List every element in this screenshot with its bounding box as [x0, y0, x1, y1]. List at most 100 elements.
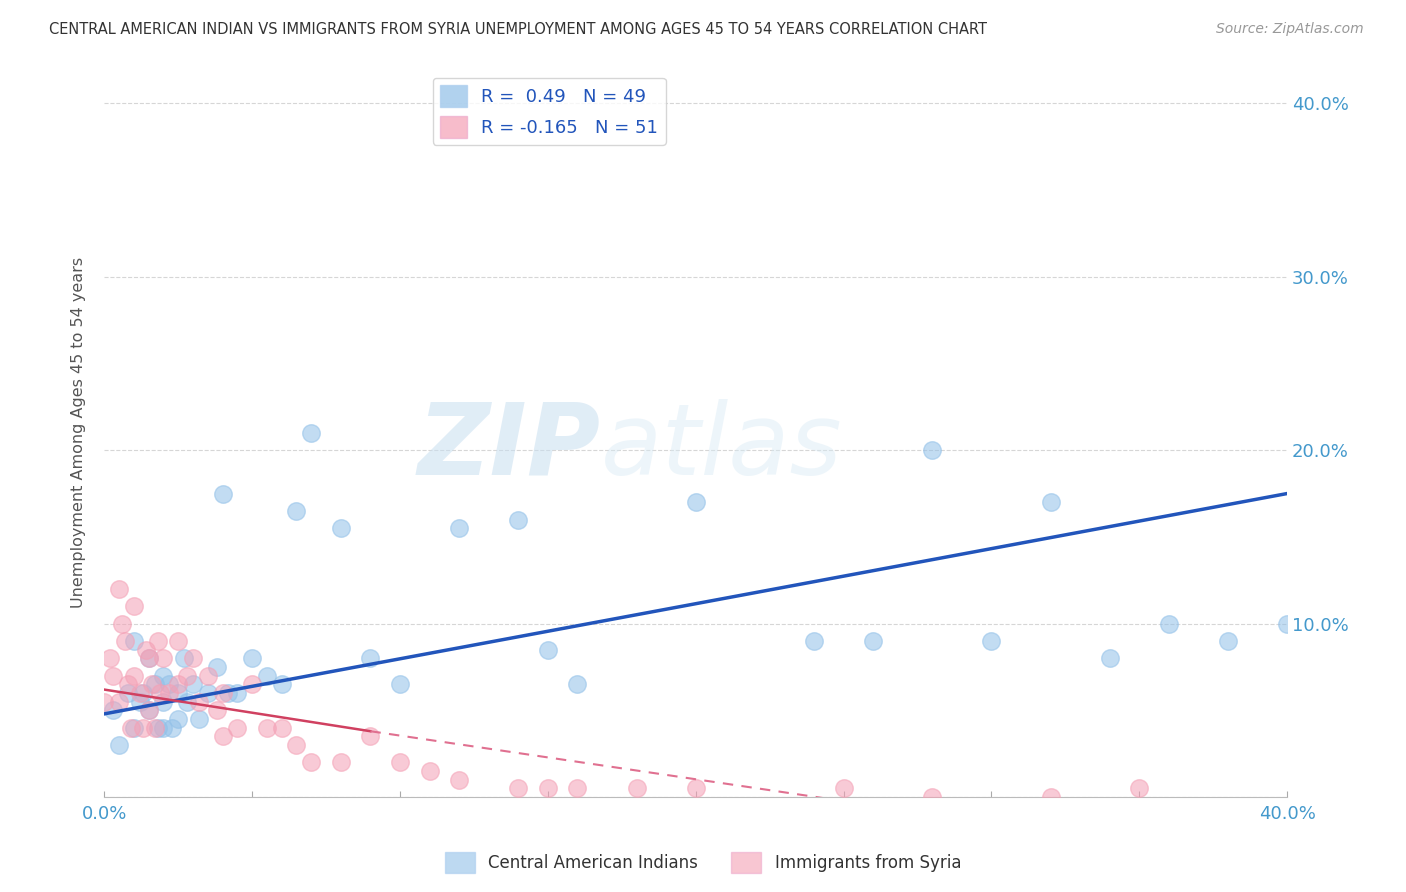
Point [299, 425, 322, 440]
Point [122, 721, 145, 735]
Point [211, 486, 233, 500]
Point [240, 651, 263, 665]
Point [138, 703, 160, 717]
Point [143, 721, 166, 735]
Point [256, 669, 278, 683]
Point [101, 703, 124, 717]
Point [685, 495, 707, 509]
Point [187, 695, 209, 709]
Point [359, 730, 381, 744]
Legend: R =  0.49   N = 49, R = -0.165   N = 51: R = 0.49 N = 49, R = -0.165 N = 51 [433, 78, 665, 145]
Point [157, 686, 180, 700]
Point [270, 677, 292, 691]
Point [152, 651, 174, 665]
Point [167, 712, 190, 726]
Point [108, 582, 131, 596]
Point [1039, 790, 1062, 805]
Point [132, 686, 155, 700]
Y-axis label: Unemployment Among Ages 45 to 54 years: Unemployment Among Ages 45 to 54 years [72, 257, 86, 608]
Point [270, 721, 292, 735]
Point [218, 686, 240, 700]
Point [449, 521, 471, 535]
Point [122, 599, 145, 614]
Point [567, 781, 589, 796]
Point [537, 781, 560, 796]
Point [138, 651, 160, 665]
Point [240, 677, 263, 691]
Point [205, 660, 228, 674]
Point [685, 781, 707, 796]
Text: ZIP: ZIP [418, 399, 602, 496]
Point [299, 756, 322, 770]
Text: Source: ZipAtlas.com: Source: ZipAtlas.com [1216, 22, 1364, 37]
Point [567, 677, 589, 691]
Point [197, 686, 219, 700]
Point [197, 669, 219, 683]
Point [108, 738, 131, 752]
Point [329, 521, 352, 535]
Point [152, 669, 174, 683]
Point [329, 756, 352, 770]
Point [157, 677, 180, 691]
Point [122, 669, 145, 683]
Point [285, 504, 308, 518]
Point [93, 695, 115, 709]
Point [1216, 634, 1239, 648]
Point [173, 651, 195, 665]
Point [111, 616, 134, 631]
Point [508, 781, 530, 796]
Point [285, 738, 308, 752]
Point [181, 651, 204, 665]
Point [146, 721, 169, 735]
Point [152, 721, 174, 735]
Point [122, 634, 145, 648]
Point [980, 634, 1002, 648]
Point [149, 686, 172, 700]
Point [508, 512, 530, 526]
Point [176, 695, 198, 709]
Point [388, 756, 411, 770]
Point [626, 781, 648, 796]
Point [152, 695, 174, 709]
Point [101, 669, 124, 683]
Point [537, 642, 560, 657]
Point [167, 677, 190, 691]
Point [128, 695, 150, 709]
Point [1098, 651, 1121, 665]
Point [167, 634, 190, 648]
Point [211, 730, 233, 744]
Point [226, 721, 249, 735]
Point [862, 634, 884, 648]
Point [141, 677, 163, 691]
Point [138, 651, 160, 665]
Point [162, 721, 184, 735]
Point [98, 651, 121, 665]
Point [1157, 616, 1180, 631]
Text: atlas: atlas [602, 399, 842, 496]
Point [117, 677, 139, 691]
Point [108, 695, 131, 709]
Point [921, 790, 943, 805]
Text: CENTRAL AMERICAN INDIAN VS IMMIGRANTS FROM SYRIA UNEMPLOYMENT AMONG AGES 45 TO 5: CENTRAL AMERICAN INDIAN VS IMMIGRANTS FR… [49, 22, 987, 37]
Point [256, 721, 278, 735]
Point [1128, 781, 1150, 796]
Point [359, 651, 381, 665]
Point [143, 677, 166, 691]
Point [205, 703, 228, 717]
Point [211, 686, 233, 700]
Point [146, 634, 169, 648]
Point [449, 772, 471, 787]
Point [132, 721, 155, 735]
Point [117, 686, 139, 700]
Point [120, 721, 142, 735]
Point [921, 443, 943, 458]
Point [138, 703, 160, 717]
Legend: Central American Indians, Immigrants from Syria: Central American Indians, Immigrants fro… [439, 846, 967, 880]
Point [135, 642, 157, 657]
Point [128, 686, 150, 700]
Point [388, 677, 411, 691]
Point [226, 686, 249, 700]
Point [419, 764, 441, 778]
Point [1039, 495, 1062, 509]
Point [176, 669, 198, 683]
